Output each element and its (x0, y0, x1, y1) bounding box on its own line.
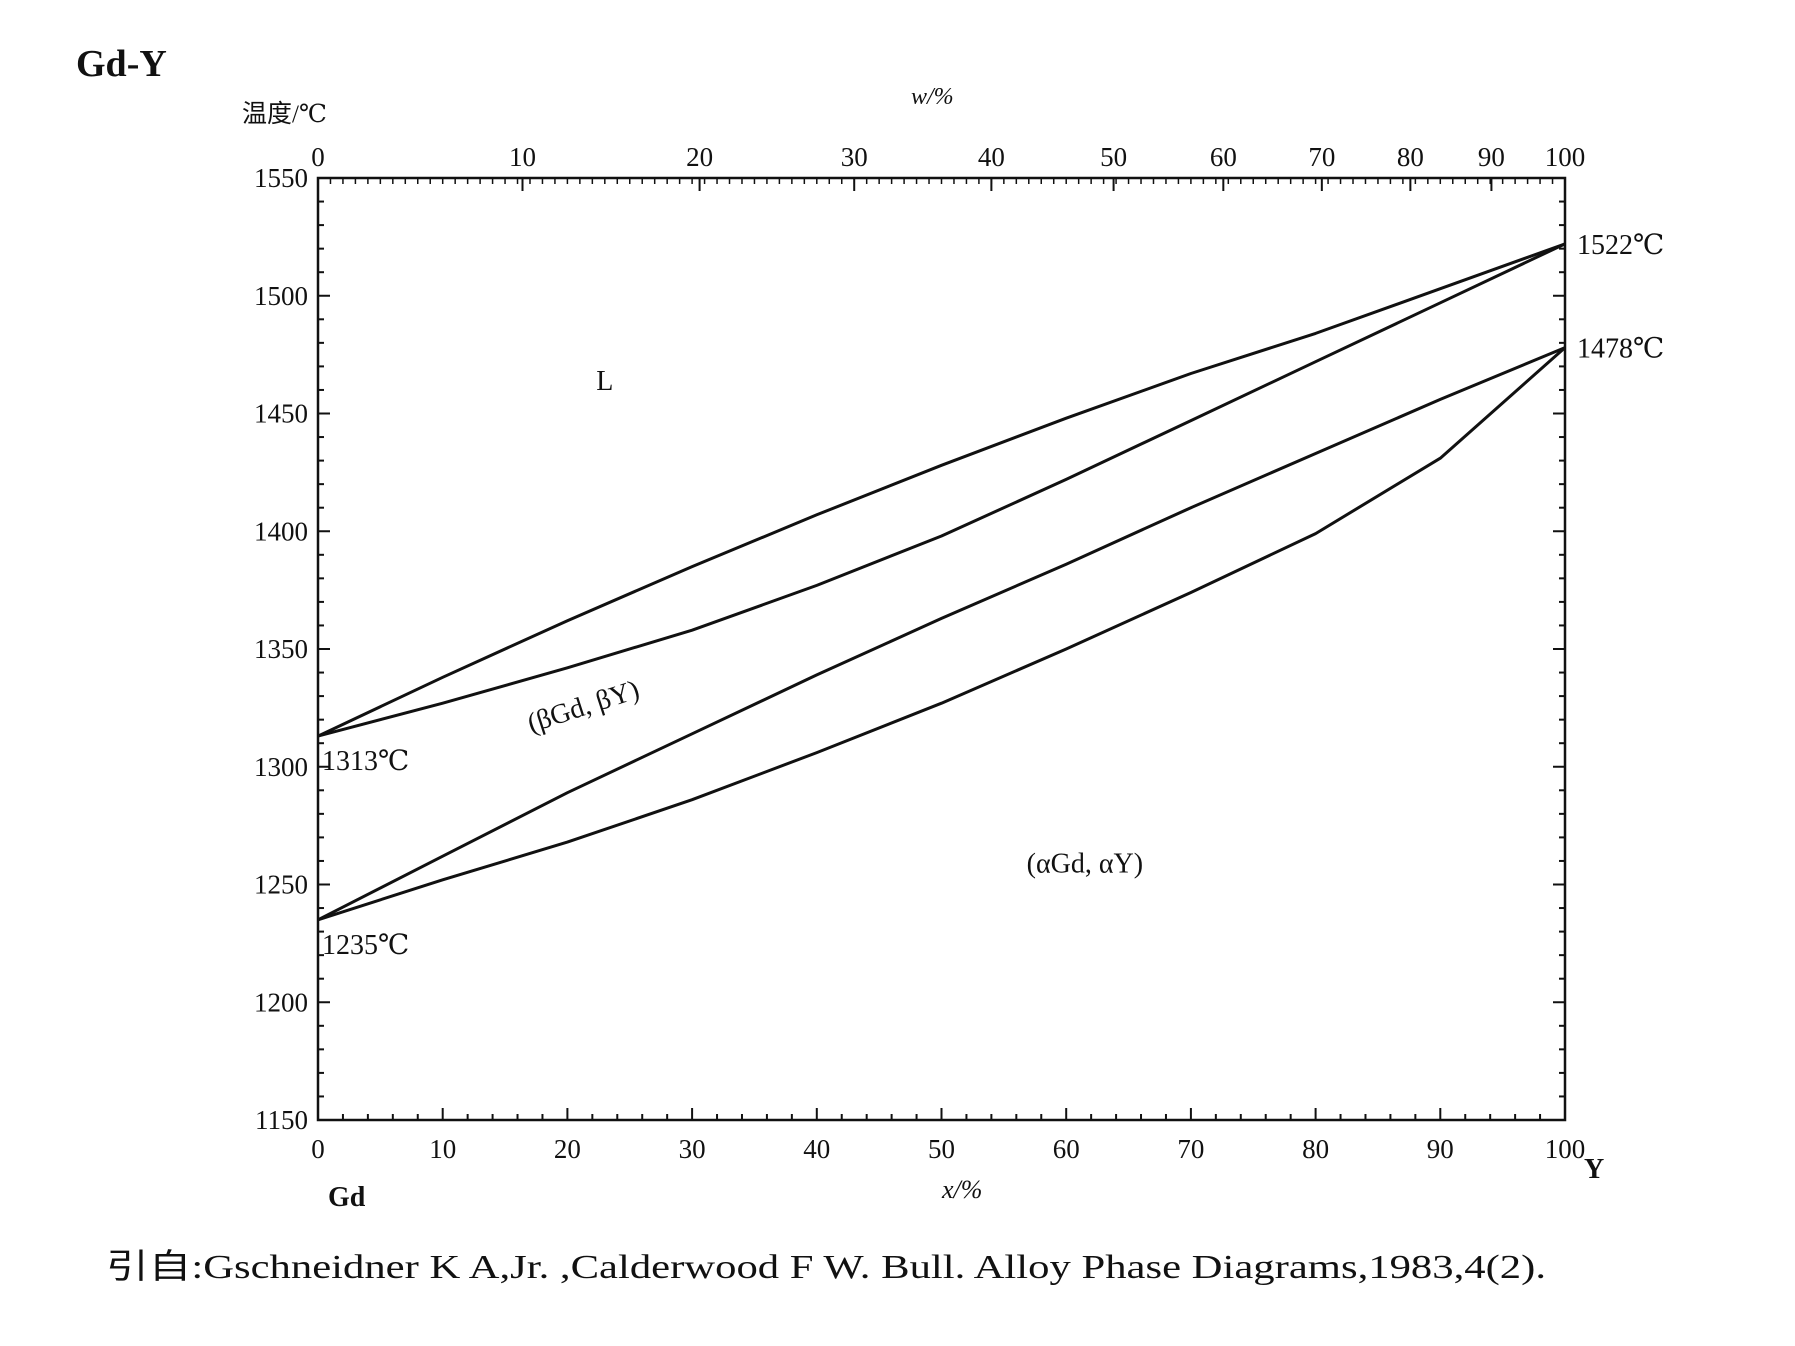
x-tick-label: 30 (679, 1134, 706, 1164)
top-tick-label: 40 (978, 142, 1005, 172)
top-tick-label: 50 (1100, 142, 1127, 172)
top-tick-label: 80 (1397, 142, 1424, 172)
top-tick-label: 0 (311, 142, 325, 172)
y-tick-label: 1450 (254, 399, 308, 429)
phase-annotation: L (596, 366, 613, 397)
top-tick-label: 10 (509, 142, 536, 172)
x-axis-label: x/% (941, 1175, 982, 1204)
phase-annotation: (αGd, αY) (1027, 849, 1143, 880)
phase-boundary-curve-4 (317, 346, 1566, 922)
x-tick-label: 20 (554, 1134, 581, 1164)
x-tick-label: 100 (1545, 1134, 1586, 1164)
phase-annotation: 1313℃ (322, 746, 409, 777)
top-axis-label: w/% (911, 84, 954, 110)
y-tick-label: 1550 (254, 163, 308, 193)
phase-annotation: (βGd, βY) (524, 674, 644, 739)
x-tick-label: 50 (928, 1134, 955, 1164)
phase-boundary-curve-2 (317, 242, 1566, 738)
y-tick-label: 1500 (254, 281, 308, 311)
y-tick-label: 1300 (254, 752, 308, 782)
tick-labels: 0 10 20 30 40 50 60 70 80 90 100155015001450140013… (254, 142, 1585, 1164)
phase-boundary-curve-1 (317, 242, 1566, 738)
y-tick-label: 1350 (254, 634, 308, 664)
x-tick-label: 10 (429, 1134, 456, 1164)
top-tick-label: 70 (1308, 142, 1335, 172)
top-tick-label: 30 (841, 142, 868, 172)
citation: 引自:Gschneidner K A,Jr. ,Calderwood F W. … (106, 1248, 1546, 1286)
y-axis-label: 温度/℃ (242, 100, 327, 128)
x-tick-label: 70 (1177, 1134, 1204, 1164)
y-tick-label: 1150 (255, 1105, 308, 1135)
phase-boundary-lines (317, 242, 1566, 922)
right-element-label: Y (1584, 1154, 1604, 1185)
y-tick-label: 1200 (254, 987, 308, 1017)
top-tick-label: 20 (686, 142, 713, 172)
diagram-title: Gd-Y (76, 43, 167, 85)
left-element-label: Gd (328, 1182, 366, 1213)
phase-boundary-curve-3 (317, 346, 1566, 922)
phase-annotation: 1478℃ (1577, 334, 1664, 365)
top-tick-label: 100 (1545, 142, 1586, 172)
phase-annotation: 1235℃ (322, 930, 409, 961)
top-tick-label: 60 (1210, 142, 1237, 172)
y-tick-label: 1400 (254, 516, 308, 546)
phase-annotation: 1522℃ (1577, 230, 1664, 261)
top-tick-label: 90 (1478, 142, 1505, 172)
x-tick-label: 60 (1053, 1134, 1080, 1164)
x-tick-label: 40 (803, 1134, 830, 1164)
x-tick-label: 90 (1427, 1134, 1454, 1164)
axis-ticks (317, 177, 1566, 1121)
x-tick-label: 0 (311, 1134, 325, 1164)
x-tick-label: 80 (1302, 1134, 1329, 1164)
y-tick-label: 1250 (254, 870, 308, 900)
